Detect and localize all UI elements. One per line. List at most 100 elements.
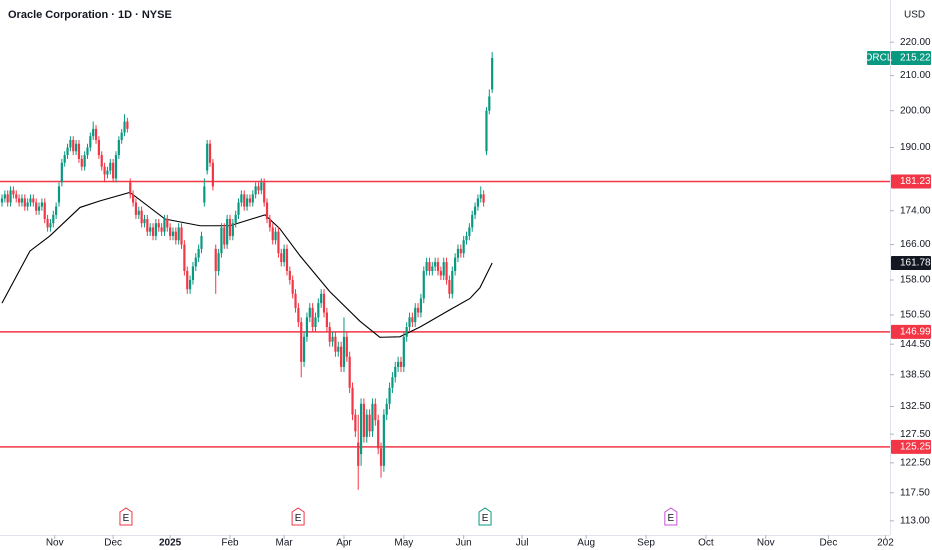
event-badge [478, 507, 492, 526]
candle-body [226, 219, 229, 245]
candle-body [183, 244, 186, 271]
candle-body [414, 307, 417, 323]
candle-body [251, 194, 254, 203]
candle-body [103, 166, 106, 175]
candle-body [371, 403, 374, 432]
candle-body [479, 194, 482, 199]
candle-body [6, 194, 9, 203]
candle-body [439, 270, 442, 276]
candle-body [137, 210, 140, 215]
candle-body [129, 182, 132, 195]
candle-body [379, 448, 383, 466]
x-tick-label: Mar [276, 538, 294, 549]
candle-body [131, 194, 135, 203]
candle-body [357, 442, 360, 466]
candle-body [157, 223, 160, 228]
candle-body [188, 280, 192, 290]
candle-body [9, 190, 12, 203]
y-tick-label: 144.50 [900, 339, 931, 350]
ma-label: 161.78 [900, 258, 931, 269]
candle-body [80, 158, 83, 167]
candle-body [448, 280, 451, 294]
candle-body [154, 223, 157, 236]
candle-body [320, 293, 323, 304]
candle-body [322, 293, 326, 313]
candle-body [163, 219, 166, 232]
candle-body [271, 227, 274, 241]
candle-body [325, 312, 328, 328]
candle-body [245, 198, 249, 207]
candle-body [186, 270, 189, 290]
candle-body [171, 231, 175, 236]
candle-body [368, 414, 371, 432]
candle-body [331, 336, 334, 342]
candle-body [317, 303, 320, 318]
candle-body [55, 206, 58, 215]
candle-body [160, 227, 163, 232]
candle-body [291, 280, 294, 294]
y-tick-label: 113.00 [900, 516, 930, 527]
candle-body [211, 162, 214, 187]
candle-body [388, 387, 391, 404]
x-tick-label: Feb [221, 538, 239, 549]
last-price-label-box [891, 50, 931, 65]
candle-body [268, 219, 271, 228]
y-tick-label: 210.00 [900, 70, 931, 81]
candle-body [340, 346, 343, 367]
candle-body [297, 307, 300, 323]
candle-body [123, 121, 126, 133]
candle-body [285, 248, 289, 271]
symbol-label: ORCL [865, 53, 893, 64]
level-label-box [891, 174, 931, 189]
candle-body [0, 198, 4, 203]
candle-body [365, 414, 368, 437]
candle-body [468, 227, 471, 236]
candle-body [459, 248, 462, 254]
candle-body [411, 317, 414, 323]
candle-body [220, 227, 223, 254]
candle-body [166, 219, 169, 228]
candle-body [382, 414, 385, 466]
currency: USD [904, 10, 925, 21]
candle-body [143, 219, 146, 224]
candle-body [473, 206, 477, 215]
candle-body [100, 155, 103, 167]
x-tick-label: Aug [577, 538, 595, 549]
candle-body [208, 143, 212, 163]
candle-body [277, 231, 280, 254]
candle-body [106, 170, 109, 175]
candle-body [476, 198, 480, 207]
candle-body [454, 257, 457, 271]
candle-body [197, 248, 200, 258]
candle-body [456, 248, 460, 258]
candle-body [83, 155, 86, 167]
x-tick-label: Nov [46, 538, 64, 549]
y-tick-label: 158.00 [900, 275, 931, 286]
candle-body [214, 248, 217, 271]
candle-body [391, 377, 394, 388]
x-tick-label: 202 [877, 538, 894, 549]
candle-body [451, 270, 454, 294]
last-price-label: 215.22 [900, 53, 931, 64]
candle-body [491, 57, 494, 90]
candle-body [362, 403, 366, 437]
chart-title: Oracle Corporation · 1D · NYSE [8, 9, 172, 21]
candle-body [49, 223, 52, 228]
candle-body [97, 139, 100, 156]
candle-body [37, 206, 41, 211]
candle-body [342, 336, 346, 367]
event-label: E [295, 513, 302, 524]
level-label: 146.99 [900, 327, 931, 338]
candle-body [434, 262, 437, 267]
event-badge [291, 507, 305, 526]
candle-body [314, 317, 317, 328]
x-tick-label: Oct [698, 538, 714, 549]
candle-body [69, 139, 72, 148]
candle-body [26, 202, 29, 207]
y-tick-label: 166.00 [900, 239, 931, 250]
candle-body [425, 262, 428, 271]
candle-body [337, 346, 340, 352]
candle-body [263, 182, 266, 203]
